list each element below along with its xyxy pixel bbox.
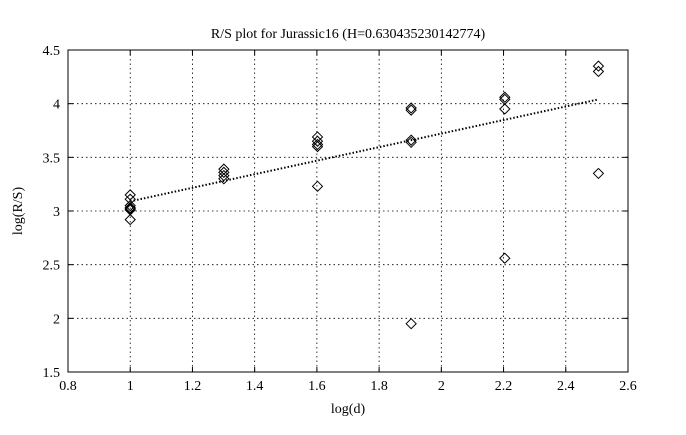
x-tick-label: 1.8 xyxy=(370,379,388,394)
data-point-diamond xyxy=(405,134,417,146)
y-tick-label: 4 xyxy=(53,98,60,113)
x-tick-label: 2.4 xyxy=(557,379,575,394)
y-tick-label: 3 xyxy=(53,205,60,220)
data-points xyxy=(124,60,605,330)
x-tick-label: 1.4 xyxy=(246,379,264,394)
x-tick-label: 1.2 xyxy=(184,379,202,394)
fit-line xyxy=(130,98,599,203)
data-point-diamond xyxy=(218,169,230,182)
grid-lines xyxy=(68,50,628,372)
y-tick-label: 1.5 xyxy=(43,366,61,381)
data-point-diamond xyxy=(311,180,324,193)
y-tick-label: 2 xyxy=(53,312,60,327)
data-point-diamond xyxy=(592,60,605,72)
y-tick-label: 3.5 xyxy=(43,151,61,166)
data-point-diamond xyxy=(311,135,324,147)
data-point-diamond xyxy=(405,317,417,330)
data-point-diamond xyxy=(311,140,324,153)
data-point-diamond xyxy=(405,102,417,114)
tick-labels: 0.8 1 1.2 1.4 1.6 1.8 2 2.2 2.4 2.6 1.5 2 2.5 3 3.5 4 4.… xyxy=(43,44,637,394)
data-point-diamond xyxy=(124,199,136,212)
x-tick-label: 2.6 xyxy=(619,379,637,394)
y-axis-label: log(R/S) xyxy=(11,187,26,236)
data-point-diamond xyxy=(124,213,136,226)
data-point-diamond xyxy=(405,136,417,149)
x-axis-label: log(d) xyxy=(331,402,366,417)
data-point-diamond xyxy=(499,103,511,115)
x-tick-label: 1.6 xyxy=(308,379,326,394)
data-point-diamond xyxy=(124,189,136,201)
data-point-diamond xyxy=(499,252,511,264)
data-point-diamond xyxy=(592,65,605,78)
axis-ticks xyxy=(67,49,629,373)
data-point-diamond xyxy=(218,173,230,185)
data-point-diamond xyxy=(592,167,605,180)
y-tick-label: 2.5 xyxy=(43,259,61,274)
x-tick-label: 1 xyxy=(127,379,134,394)
y-tick-label: 4.5 xyxy=(43,44,61,59)
x-tick-label: 0.8 xyxy=(59,379,77,394)
fit-line-layer xyxy=(130,98,599,203)
data-point-diamond xyxy=(218,166,230,179)
data-point-diamond xyxy=(311,138,324,151)
data-point-diamond xyxy=(124,203,136,215)
chart-title: R/S plot for Jurassic16 (H=0.63043523014… xyxy=(211,27,486,42)
data-point-diamond xyxy=(405,104,417,116)
x-tick-label: 2.2 xyxy=(495,379,513,394)
x-tick-label: 2 xyxy=(438,379,445,394)
data-point-diamond xyxy=(124,202,136,214)
data-point-diamond xyxy=(499,91,511,103)
